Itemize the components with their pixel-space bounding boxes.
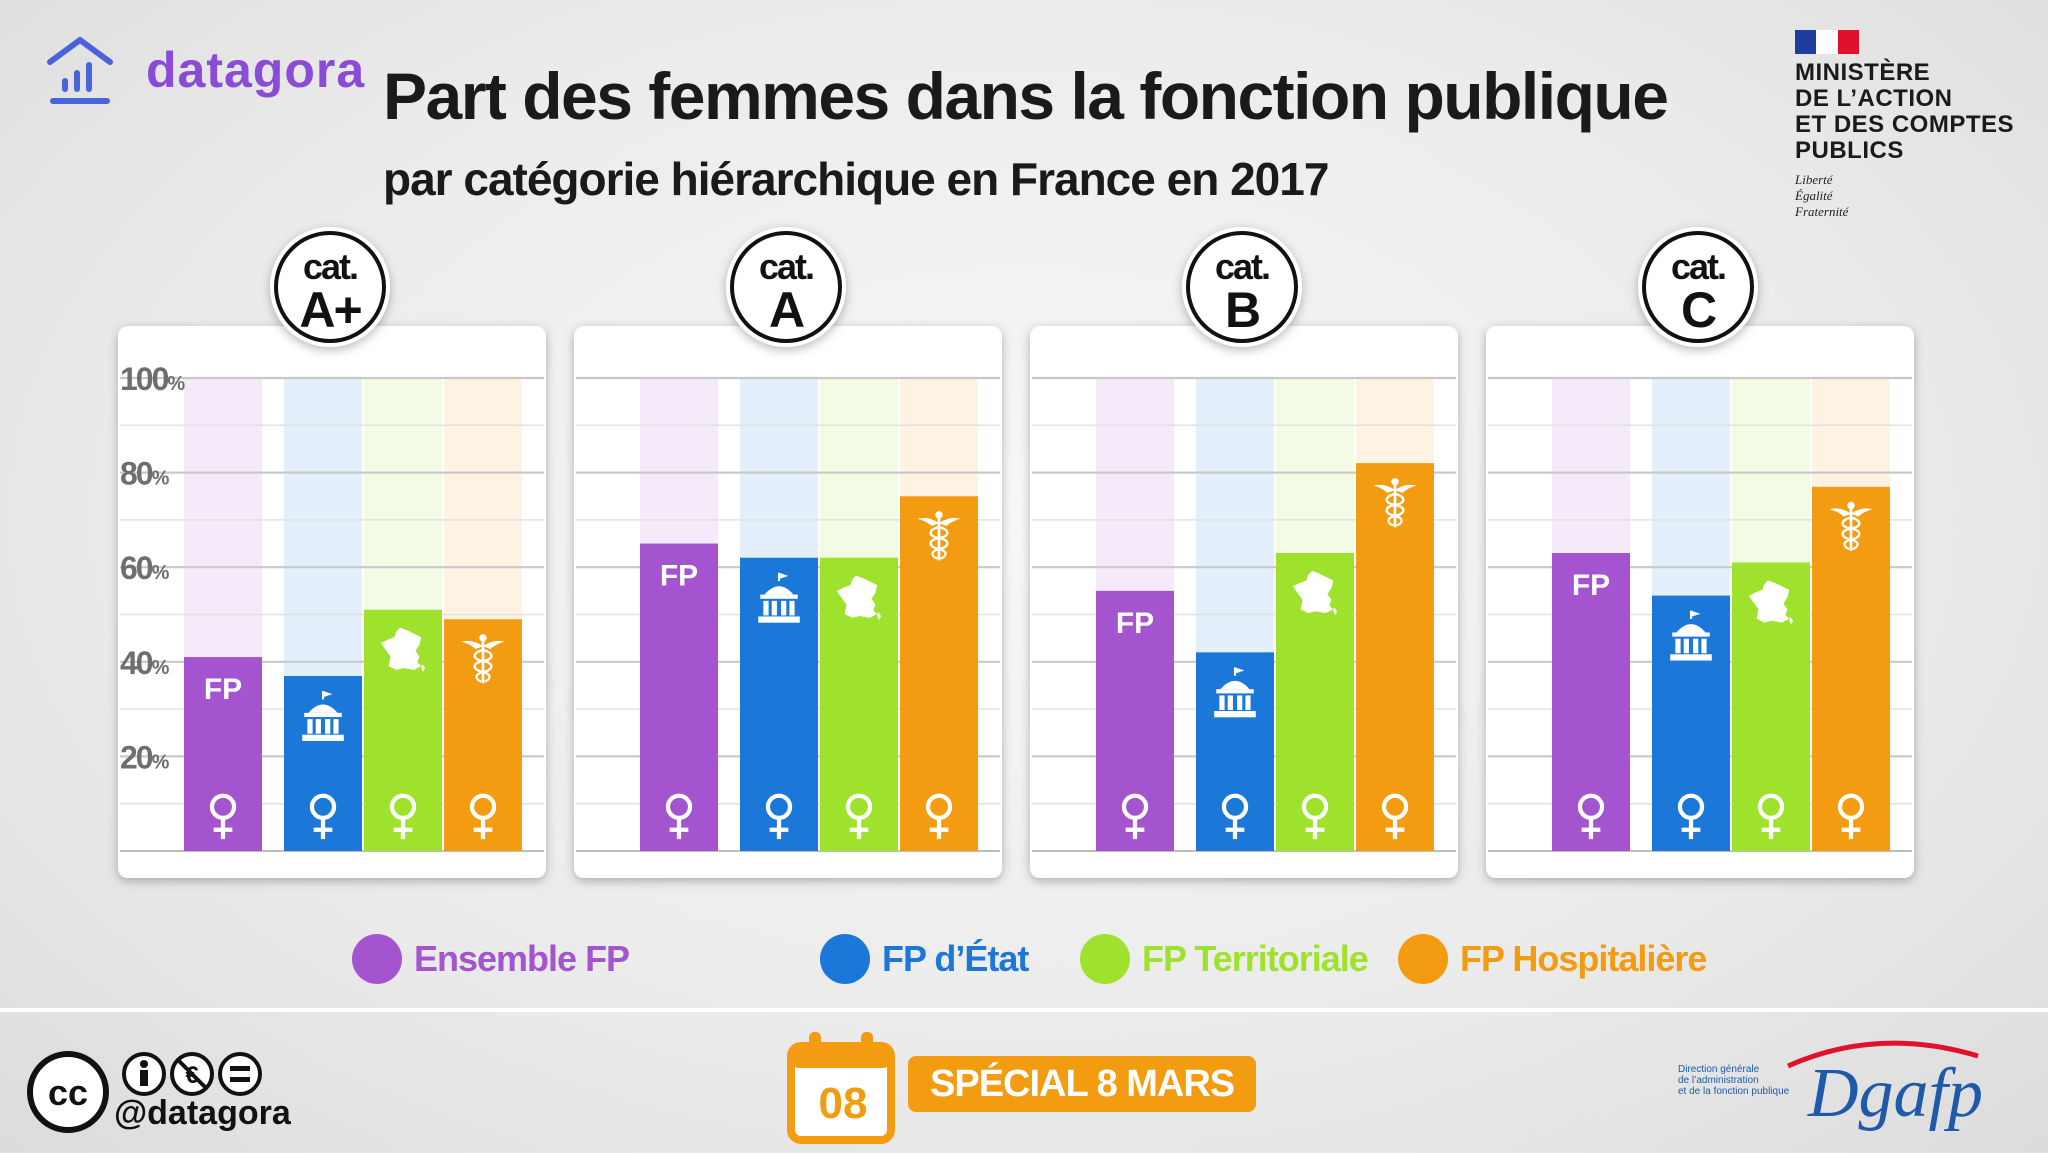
category-label: C bbox=[1681, 282, 1716, 338]
footer-divider bbox=[0, 1008, 2048, 1012]
category-badge: cat.B bbox=[1182, 227, 1302, 347]
category-prefix: cat. bbox=[1215, 246, 1269, 287]
category-prefix: cat. bbox=[1671, 246, 1725, 287]
ministry-motto: Liberté Égalité Fraternité bbox=[1795, 172, 1849, 219]
bar-etat-c bbox=[1652, 595, 1730, 851]
category-label: A bbox=[769, 282, 804, 338]
category-badge: cat.A bbox=[726, 227, 846, 347]
bar-label-fp: FP bbox=[204, 673, 242, 706]
bar-label-fp: FP bbox=[1572, 569, 1610, 602]
category-badge-ring bbox=[1186, 231, 1298, 343]
legend-swatch bbox=[1080, 934, 1130, 984]
category-badge: cat.A+ bbox=[270, 227, 390, 347]
category-badge-ring bbox=[1642, 231, 1754, 343]
svg-text:Dgafp: Dgafp bbox=[1807, 1055, 1983, 1132]
brand-name: datagora bbox=[146, 42, 366, 98]
legend-item-hospitaliere: FP Hospitalière bbox=[1398, 934, 1707, 984]
category-badge-ring bbox=[730, 231, 842, 343]
creative-commons-badge: cc € bbox=[26, 1050, 280, 1134]
bar-ensemble-c bbox=[1552, 553, 1630, 851]
bar-hospitaliere-b bbox=[1356, 463, 1434, 851]
legend-label: FP Hospitalière bbox=[1460, 938, 1707, 979]
chart-subtitle: par catégorie hiérarchique en France en … bbox=[383, 153, 1329, 205]
category-prefix: cat. bbox=[303, 246, 357, 287]
legend-label: Ensemble FP bbox=[414, 938, 630, 979]
category-prefix: cat. bbox=[759, 246, 813, 287]
bar-ensemble-b bbox=[1096, 590, 1174, 851]
dgafp-logo: Dgafp bbox=[1678, 1036, 2028, 1141]
calendar-icon bbox=[783, 1030, 903, 1153]
special-badge: SPÉCIAL 8 MARS bbox=[908, 1056, 1257, 1112]
chart-title: Part des femmes dans la fonction publiqu… bbox=[383, 59, 1669, 133]
legend-swatch bbox=[820, 934, 870, 984]
ministry-name: MINISTÈRE DE L’ACTION ET DES COMPTES PUB… bbox=[1795, 59, 2015, 164]
brand-handle: @datagora bbox=[114, 1094, 291, 1132]
category-badge-ring bbox=[274, 231, 386, 343]
panel-cat-b: FP bbox=[1030, 326, 1458, 878]
datagora-logo: datagora bbox=[44, 34, 365, 106]
legend-label: FP d’État bbox=[882, 938, 1029, 979]
bar-label-fp: FP bbox=[1116, 607, 1154, 640]
panel-cat-a: FP bbox=[574, 326, 1002, 878]
french-flag-icon bbox=[1795, 30, 1859, 54]
panel-cat-c: FP bbox=[1486, 326, 1914, 878]
cc-icon: cc bbox=[27, 1051, 109, 1133]
legend-item-territoriale: FP Territoriale bbox=[1080, 934, 1369, 984]
legend-item-etat: FP d’État bbox=[820, 934, 1029, 984]
bar-ensemble-a bbox=[640, 543, 718, 851]
ministry-block: MINISTÈRE DE L’ACTION ET DES COMPTES PUB… bbox=[1795, 30, 2025, 220]
panel-cat-aplus: FP bbox=[118, 326, 546, 878]
svg-text:cc: cc bbox=[48, 1072, 88, 1113]
category-label: A+ bbox=[299, 282, 361, 338]
bar-etat-a bbox=[740, 557, 818, 851]
house-chart-icon bbox=[47, 37, 113, 104]
bar-label-fp: FP bbox=[660, 560, 698, 593]
legend-item-ensemble: Ensemble FP bbox=[352, 934, 630, 984]
cc-by-nc-nd-icons: € bbox=[122, 1052, 262, 1096]
dgafp-caption: Direction générale de l’administration e… bbox=[1678, 1064, 1790, 1097]
legend-label: FP Territoriale bbox=[1142, 938, 1369, 979]
svg-text:08: 08 bbox=[819, 1079, 868, 1128]
category-badge: cat.C bbox=[1638, 227, 1758, 347]
y-tick-label: 80% bbox=[120, 456, 170, 492]
legend-swatch bbox=[352, 934, 402, 984]
category-label: B bbox=[1225, 282, 1259, 338]
calendar-day-text: 08 bbox=[819, 1079, 868, 1128]
legend-swatch bbox=[1398, 934, 1448, 984]
